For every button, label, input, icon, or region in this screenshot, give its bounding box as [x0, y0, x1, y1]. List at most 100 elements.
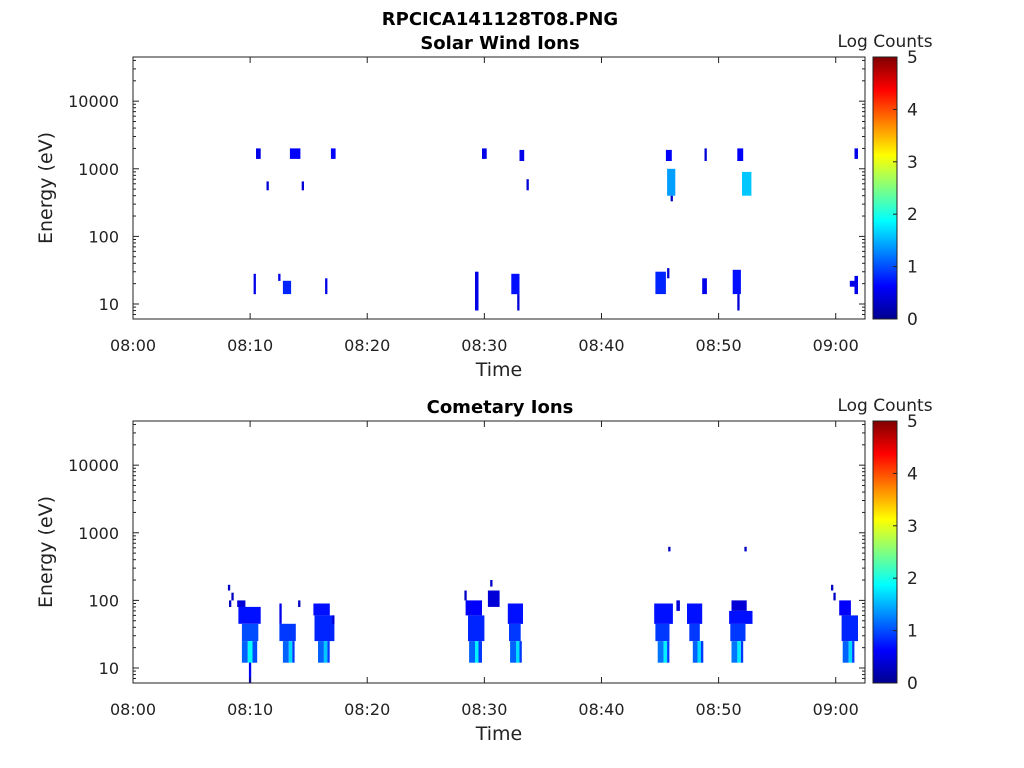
panel-title: Cometary Ions	[427, 397, 574, 418]
heatmap-cell	[519, 641, 522, 663]
colorbar-tick-label: 4	[907, 100, 918, 120]
x-tick-label: 08:40	[578, 700, 624, 719]
plot-frame	[132, 420, 866, 684]
heatmap-cell	[516, 641, 520, 663]
x-axis-label: Time	[475, 359, 523, 381]
heatmap-cell	[298, 600, 301, 607]
heatmap-cell	[665, 149, 672, 161]
heatmap-cell	[517, 294, 520, 311]
heatmap-cell	[252, 641, 258, 663]
heatmap-cell	[487, 590, 500, 607]
heatmap-cell	[323, 641, 328, 663]
heatmap-cell	[668, 546, 671, 552]
x-tick-label: 08:10	[227, 336, 273, 355]
x-tick-label: 08:50	[696, 336, 742, 355]
heatmap-cell	[327, 641, 330, 663]
colorbar-tick-label: 5	[907, 48, 918, 68]
heatmap-cell	[526, 179, 529, 191]
heatmap-cell	[238, 606, 261, 624]
heatmap-cell	[737, 641, 741, 663]
colorbar-ticks: 0 1 2 3 4 5	[893, 412, 918, 694]
colorbar: 0 1 2 3 4 5 Log Counts	[837, 396, 932, 694]
colorbar-label: Log Counts	[837, 32, 932, 52]
heatmap-cell	[266, 181, 269, 191]
heatmap-cell	[854, 275, 858, 295]
heatmap-cell	[737, 148, 744, 161]
heatmap-cells	[253, 148, 858, 311]
heatmap-cell	[687, 603, 703, 624]
heatmap-cell	[730, 623, 746, 642]
x-tick-label: 08:00	[110, 700, 156, 719]
heatmap-cell	[731, 641, 738, 663]
heatmap-cell	[330, 148, 336, 159]
heatmap-cell	[332, 615, 335, 624]
heatmap-cell	[701, 641, 704, 663]
heatmap-cell	[848, 641, 853, 663]
heatmap-cell	[849, 280, 856, 287]
colorbar-tick-label: 0	[907, 674, 918, 694]
y-tick-label: 10	[99, 295, 119, 314]
heatmap-cell	[318, 641, 324, 663]
heatmap-cell	[842, 641, 849, 663]
y-tick-label: 1000	[78, 524, 119, 543]
x-tick-label: 08:20	[344, 336, 390, 355]
y-tick-label: 10000	[68, 92, 119, 111]
heatmap-cell	[465, 600, 482, 616]
y-axis-label: Energy (eV)	[35, 496, 57, 608]
colorbar-ticks: 0 1 2 3 4 5	[893, 48, 918, 330]
heatmap-cell	[229, 600, 232, 607]
heatmap-cell	[841, 615, 858, 642]
heatmap-cell	[667, 268, 670, 279]
heatmap-cell	[231, 592, 234, 601]
colorbar-tick-label: 3	[907, 153, 918, 173]
heatmap-cell	[831, 584, 834, 591]
heatmap-cell	[325, 278, 328, 295]
heatmap-cell	[313, 603, 330, 616]
y-axis-label: Energy (eV)	[35, 132, 57, 244]
x-tick-label: 08:20	[344, 700, 390, 719]
heatmap-cell	[689, 623, 700, 642]
heatmap-cell	[278, 273, 281, 281]
heatmap-cell	[314, 615, 335, 642]
colorbar-tick-label: 2	[907, 205, 918, 225]
heatmap-cell	[468, 615, 485, 642]
plot-frame	[132, 56, 866, 320]
heatmap-cell	[241, 641, 248, 663]
heatmap-cell	[740, 641, 744, 663]
heatmap-cell	[729, 610, 753, 624]
heatmap-cell	[511, 273, 520, 295]
heatmap-cell	[731, 600, 747, 611]
heatmap-cell	[704, 148, 707, 161]
heatmap-cell	[237, 600, 246, 607]
heatmap-cell	[697, 641, 701, 663]
panel-title: Solar Wind Ions	[420, 33, 579, 54]
heatmap-cell	[292, 641, 295, 663]
heatmap-cell	[478, 641, 482, 663]
heatmap-cell	[301, 181, 304, 191]
x-tick-label: 08:30	[461, 700, 507, 719]
heatmap-cell	[288, 641, 293, 663]
heatmap-cell	[833, 592, 836, 601]
colorbar-tick-label: 0	[907, 310, 918, 330]
heatmap-cell	[282, 641, 289, 663]
heatmap-cell	[667, 641, 670, 663]
x-tick-label: 08:40	[578, 336, 624, 355]
heatmap-cells	[227, 546, 858, 683]
heatmap-cell	[279, 603, 282, 624]
colorbar-tick-label: 3	[907, 517, 918, 537]
colorbar-tick-label: 5	[907, 412, 918, 432]
x-tick-label: 09:00	[813, 336, 859, 355]
plot-area	[133, 57, 865, 319]
y-tick-label: 1000	[78, 160, 119, 179]
heatmap-cell	[507, 603, 523, 624]
y-axis-ticks: 10 100 1000 10000	[68, 423, 865, 684]
x-tick-label: 08:30	[461, 336, 507, 355]
heatmap-cell	[475, 641, 479, 663]
heatmap-cell	[655, 271, 666, 295]
heatmap-cell	[670, 195, 673, 202]
heatmap-cell	[464, 590, 467, 601]
heatmap-cell	[744, 546, 747, 552]
heatmap-cell	[227, 584, 231, 591]
